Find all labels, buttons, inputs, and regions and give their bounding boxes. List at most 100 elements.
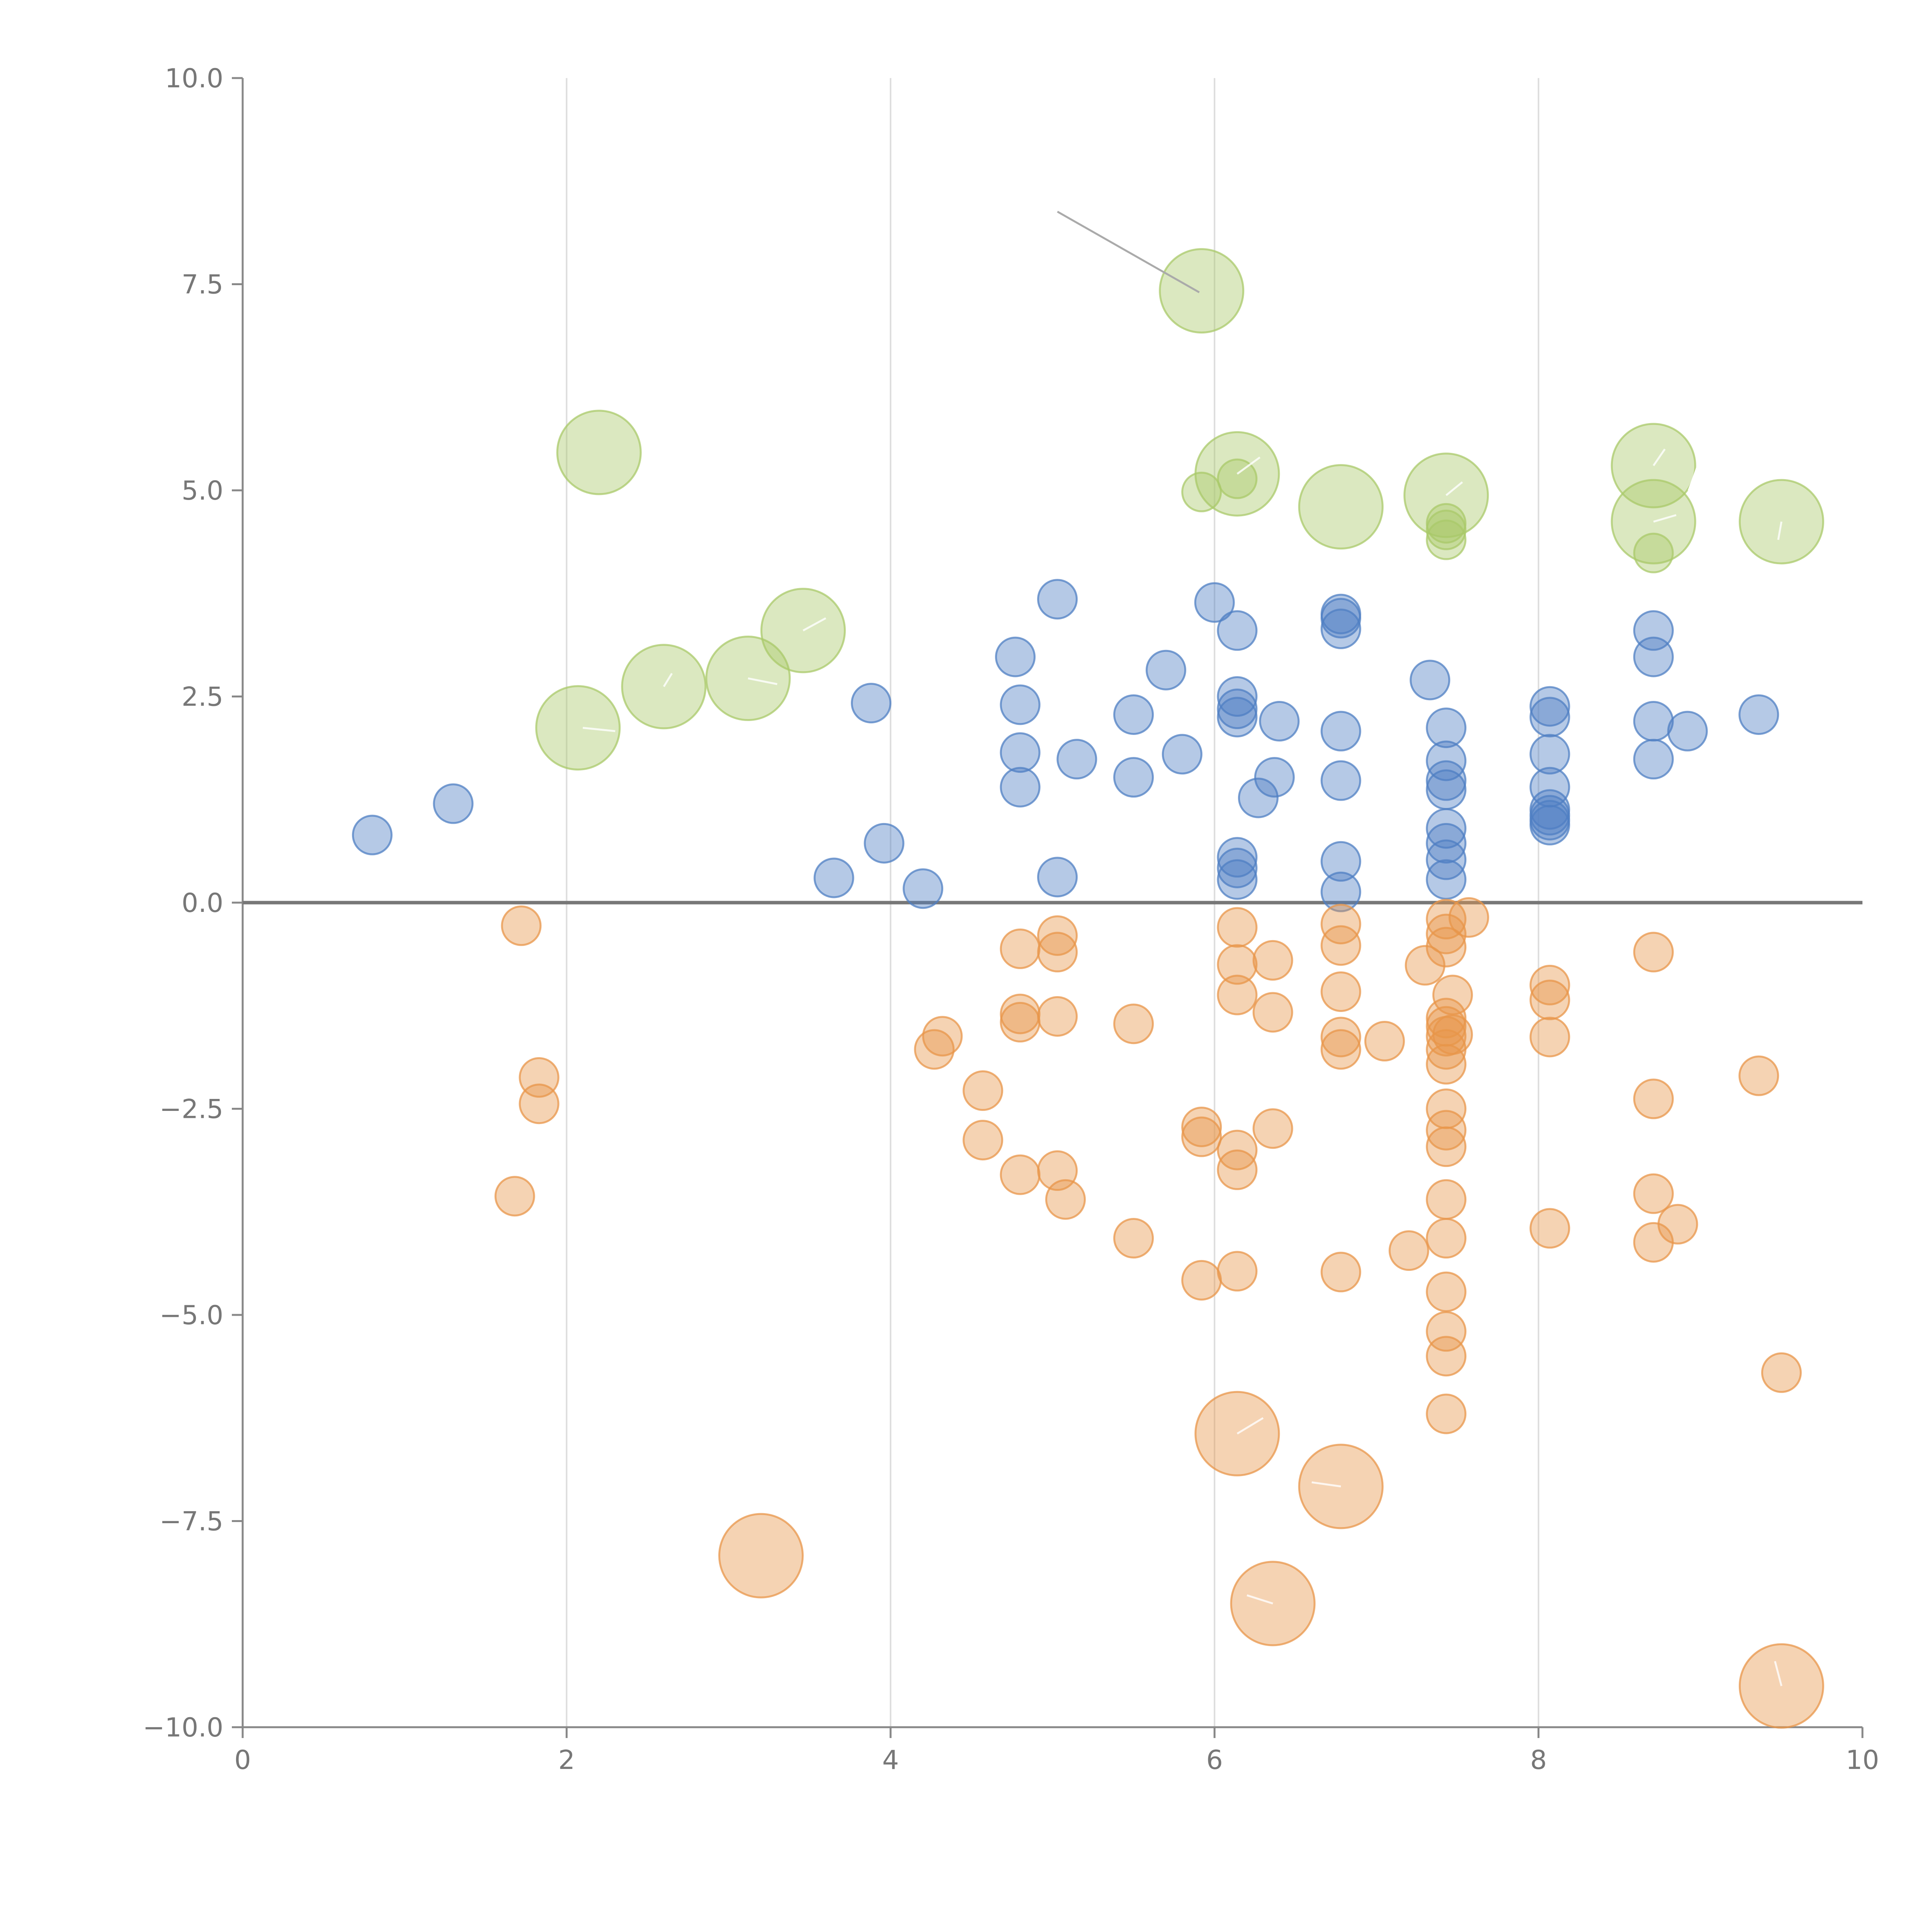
label-leader [748, 677, 777, 685]
data-point [1145, 650, 1186, 690]
data-point [1529, 697, 1570, 738]
data-point [494, 1176, 535, 1217]
data-point [1181, 471, 1222, 512]
data-point [1259, 701, 1300, 742]
data-point [1426, 760, 1467, 801]
data-point [1000, 684, 1041, 725]
data-point [501, 905, 542, 946]
data-point [1181, 1116, 1222, 1157]
data-point [1045, 1179, 1086, 1220]
data-point [1238, 777, 1279, 818]
data-point [1037, 915, 1078, 956]
annotations: A [1687, 448, 1723, 502]
y-tick-label: −5.0 [160, 1300, 223, 1331]
data-point [1426, 808, 1467, 849]
data-point [1217, 907, 1258, 948]
data-point [1426, 1271, 1467, 1312]
x-tick-label: 4 [882, 1745, 899, 1776]
data-point [1426, 1126, 1467, 1167]
axes: 0 2 4 6 8 10 10.0 7.5 5.0 2.5 0.0 −2.5 −5.0 −7.5 −10.0 [143, 63, 1879, 1776]
data-point [1388, 1230, 1429, 1271]
data-point [1529, 1017, 1570, 1058]
x-tick-label: 6 [1206, 1745, 1223, 1776]
data-point [1364, 1021, 1405, 1062]
data-point [813, 857, 854, 898]
data-point [1529, 686, 1570, 727]
data-point [1320, 760, 1361, 801]
data-point [1037, 932, 1078, 973]
data-point [1252, 992, 1293, 1033]
data-point [1000, 732, 1041, 773]
data-points [352, 248, 1824, 1729]
data-point [1113, 757, 1154, 798]
data-point [1000, 929, 1041, 969]
label-leader [1653, 514, 1677, 523]
data-point [1217, 859, 1258, 900]
y-tick-label: −7.5 [160, 1507, 223, 1537]
data-point [1217, 676, 1258, 717]
data-point [535, 685, 621, 771]
data-point [1217, 1251, 1258, 1292]
data-point [1254, 757, 1295, 798]
y-tick-label: −2.5 [160, 1094, 223, 1125]
data-point [1000, 993, 1041, 1034]
data-point [1410, 660, 1451, 701]
data-point [1426, 823, 1467, 864]
data-point [1405, 945, 1446, 986]
data-point [1633, 701, 1674, 742]
label-leader [583, 727, 616, 732]
data-point [1633, 1173, 1674, 1214]
data-point [1217, 837, 1258, 878]
data-point [433, 783, 474, 824]
data-point [1529, 1208, 1570, 1249]
y-tick-label: 2.5 [182, 682, 223, 713]
data-point [1426, 769, 1467, 810]
data-point [1181, 1106, 1222, 1147]
data-point [995, 636, 1036, 677]
data-point [1320, 1017, 1361, 1058]
leader-lines [583, 211, 1782, 1686]
data-point [1113, 694, 1154, 735]
data-point [1217, 610, 1258, 651]
data-point [1320, 903, 1361, 944]
data-point [1000, 1154, 1041, 1195]
data-point [1633, 932, 1674, 973]
data-point [1426, 1311, 1467, 1352]
data-point [1037, 996, 1078, 1037]
data-point [1320, 598, 1361, 639]
data-point [1162, 734, 1202, 775]
data-point [1217, 1149, 1258, 1190]
y-tick-label: 5.0 [182, 476, 223, 506]
data-point [963, 1070, 1003, 1111]
data-point [1320, 925, 1361, 966]
data-point [1037, 579, 1078, 620]
data-point [1320, 871, 1361, 912]
label-leader [1247, 1594, 1273, 1605]
data-point [1529, 734, 1570, 775]
label-leader [1653, 448, 1666, 466]
label-leader [803, 617, 827, 631]
data-point [1113, 1218, 1154, 1259]
data-point [850, 683, 891, 724]
data-point [1217, 975, 1258, 1015]
data-point [1426, 1110, 1467, 1151]
data-point [1426, 998, 1467, 1039]
data-point [1320, 841, 1361, 882]
data-point [1320, 971, 1361, 1012]
data-point [718, 1513, 804, 1599]
data-point [1529, 964, 1570, 1005]
data-point [1426, 509, 1467, 550]
data-point [1426, 913, 1467, 954]
data-point [1252, 940, 1293, 981]
data-point [1633, 532, 1674, 573]
data-point [1298, 464, 1384, 550]
data-point [1529, 804, 1570, 845]
data-point [1217, 847, 1258, 888]
x-tick-label: 2 [558, 1745, 575, 1776]
label-leader [1236, 1417, 1264, 1435]
data-point [922, 1016, 963, 1057]
data-point [914, 1029, 955, 1070]
y-tick-label: 7.5 [182, 270, 223, 300]
data-point [1432, 1014, 1473, 1055]
